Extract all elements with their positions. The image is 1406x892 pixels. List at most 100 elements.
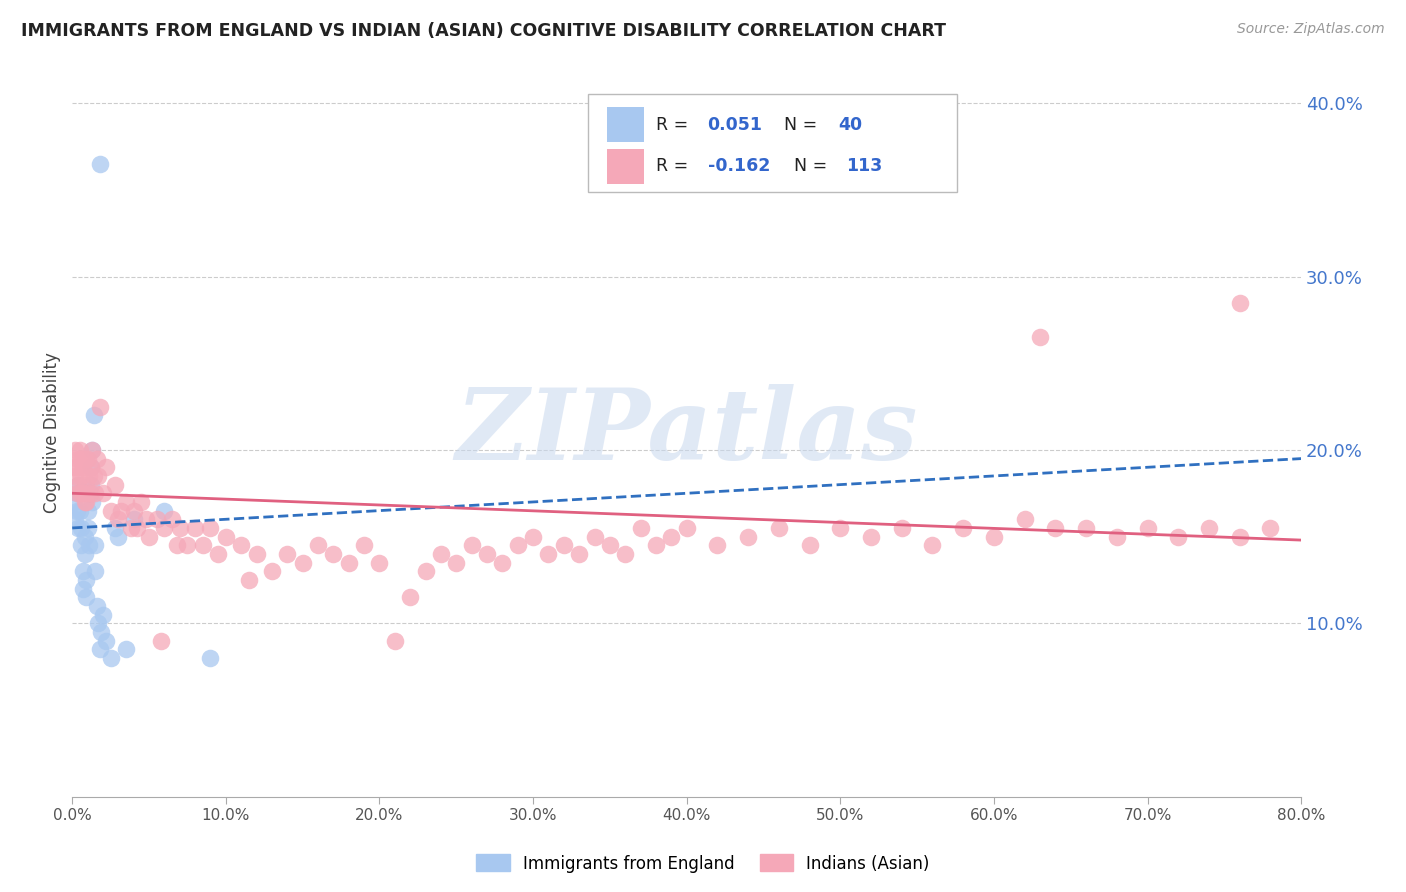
Point <box>231 538 253 552</box>
Point <box>645 538 668 552</box>
Point <box>75 477 97 491</box>
Point <box>768 521 790 535</box>
Point <box>87 469 110 483</box>
Point <box>62 495 84 509</box>
Point <box>191 538 214 552</box>
Point <box>89 400 111 414</box>
Point <box>84 564 107 578</box>
Point <box>830 521 852 535</box>
Point <box>169 521 191 535</box>
Point <box>77 469 100 483</box>
Text: IMMIGRANTS FROM ENGLAND VS INDIAN (ASIAN) COGNITIVE DISABILITY CORRELATION CHART: IMMIGRANTS FROM ENGLAND VS INDIAN (ASIAN… <box>21 22 946 40</box>
Point <box>415 564 437 578</box>
Point <box>83 469 105 483</box>
Bar <box>607 107 644 142</box>
Point <box>70 521 93 535</box>
Point <box>238 573 260 587</box>
Point <box>84 486 107 500</box>
Point <box>62 460 84 475</box>
Point <box>66 486 89 500</box>
Point <box>160 512 183 526</box>
Point <box>76 451 98 466</box>
Point <box>568 547 591 561</box>
Point <box>75 495 97 509</box>
Point <box>75 573 97 587</box>
Point <box>150 633 173 648</box>
Point <box>77 486 100 500</box>
Point <box>65 512 87 526</box>
Point <box>72 582 94 596</box>
Point <box>79 486 101 500</box>
Point <box>475 547 498 561</box>
Point <box>200 651 222 665</box>
Point <box>104 477 127 491</box>
Point <box>90 624 112 639</box>
Point <box>107 530 129 544</box>
Legend: Immigrants from England, Indians (Asian): Immigrants from England, Indians (Asian) <box>470 847 936 880</box>
Point <box>1229 530 1251 544</box>
Text: 40: 40 <box>838 116 862 134</box>
Point <box>83 409 105 423</box>
Point <box>952 521 974 535</box>
Point <box>69 503 91 517</box>
Point <box>1014 512 1036 526</box>
Point <box>66 486 89 500</box>
Text: 113: 113 <box>846 157 883 175</box>
Point <box>368 556 391 570</box>
Point <box>77 538 100 552</box>
Point <box>86 451 108 466</box>
Point <box>89 157 111 171</box>
Point <box>353 538 375 552</box>
Point <box>506 538 529 552</box>
Point <box>460 538 482 552</box>
Point <box>125 521 148 535</box>
Point <box>614 547 637 561</box>
Text: -0.162: -0.162 <box>707 157 770 175</box>
Point <box>215 530 238 544</box>
Point <box>82 495 104 509</box>
Point <box>1260 521 1282 535</box>
Point <box>166 538 188 552</box>
Point <box>153 503 176 517</box>
Point <box>91 607 114 622</box>
Point <box>1045 521 1067 535</box>
Point <box>82 442 104 457</box>
Point <box>69 486 91 500</box>
Point <box>76 521 98 535</box>
Point <box>337 556 360 570</box>
Point <box>65 442 87 457</box>
Point <box>79 477 101 491</box>
Point <box>131 495 153 509</box>
Point <box>75 591 97 605</box>
Point <box>67 521 90 535</box>
Point <box>72 564 94 578</box>
Point <box>200 521 222 535</box>
Point <box>79 460 101 475</box>
Point <box>73 547 96 561</box>
Point <box>87 616 110 631</box>
Point <box>1167 530 1189 544</box>
Point <box>66 460 89 475</box>
Text: N =: N = <box>783 157 832 175</box>
Point <box>70 451 93 466</box>
Point <box>983 530 1005 544</box>
Point <box>1136 521 1159 535</box>
Point <box>245 547 267 561</box>
Point <box>522 530 544 544</box>
Point <box>67 477 90 491</box>
Point <box>307 538 329 552</box>
Point <box>69 486 91 500</box>
Point <box>322 547 344 561</box>
Point <box>72 460 94 475</box>
Point <box>67 477 90 491</box>
Text: 0.051: 0.051 <box>707 116 762 134</box>
Bar <box>607 149 644 184</box>
Point <box>630 521 652 535</box>
FancyBboxPatch shape <box>588 94 957 193</box>
Point <box>94 460 117 475</box>
Point <box>207 547 229 561</box>
Point <box>1105 530 1128 544</box>
Point <box>73 451 96 466</box>
Point <box>84 538 107 552</box>
Point <box>184 521 207 535</box>
